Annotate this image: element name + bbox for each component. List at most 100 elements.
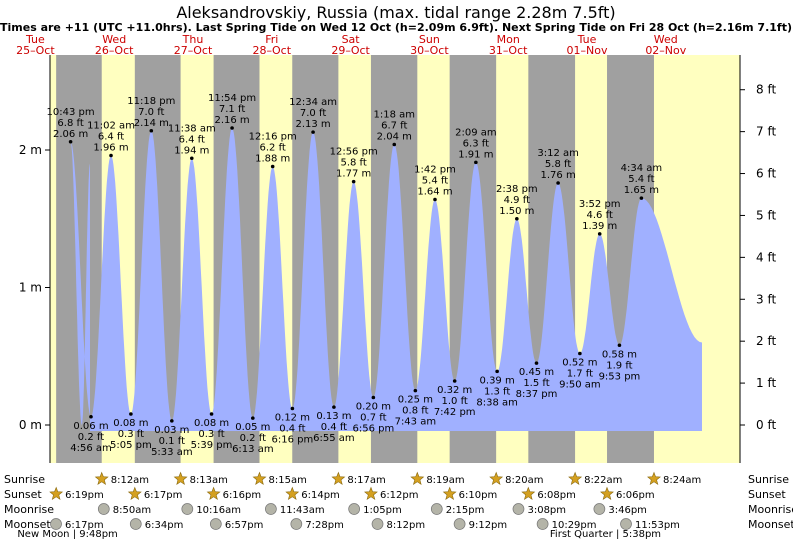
- tide-height-ft: 6.3 ft: [463, 138, 489, 149]
- y-right-tick-label: 7 ft: [756, 125, 776, 139]
- sun-icon: [94, 471, 109, 485]
- sun-icon: [600, 486, 614, 500]
- row-label-right: Moonset: [748, 518, 793, 531]
- tide-point: [515, 216, 519, 221]
- tide-height-ft: 0.4 ft: [279, 424, 305, 435]
- low-tide-mark: 0.06 m0.2 ft4:56 am: [70, 414, 112, 454]
- low-tide-mark: 0.08 m0.3 ft5:39 pm: [191, 412, 233, 451]
- tide-height-ft: 0.1 ft: [159, 436, 185, 447]
- tide-time: 10:43 pm: [47, 107, 95, 118]
- tide-height-m: 0.08 m: [113, 418, 148, 429]
- moonrise-time: 2:15pm: [446, 505, 485, 516]
- sunset-event: 6:14pm: [285, 486, 340, 501]
- tide-point: [433, 197, 437, 202]
- tide-time: 12:16 pm: [249, 132, 297, 143]
- tide-height-m: 2.16 m: [214, 115, 249, 126]
- day-of-week-label: Wed: [654, 33, 678, 46]
- row-label-right: Moonrise: [748, 503, 793, 516]
- tide-time: 3:12 am: [537, 148, 579, 159]
- tide-time: 8:38 am: [476, 397, 518, 408]
- sunrise-time: 8:19am: [426, 475, 464, 486]
- tide-height-ft: 6.4 ft: [179, 134, 205, 145]
- low-tide-mark: 0.39 m1.3 ft8:38 am: [476, 369, 518, 408]
- sun-icon: [442, 486, 457, 500]
- tide-point: [413, 388, 418, 393]
- sunrise-time: 8:20am: [505, 475, 543, 486]
- tide-height-ft: 1.3 ft: [484, 386, 510, 397]
- tide-height-ft: 4.9 ft: [504, 195, 530, 206]
- tide-point: [251, 416, 255, 420]
- tide-height-ft: 6.8 ft: [57, 118, 83, 129]
- y-right-tick-label: 8 ft: [756, 83, 776, 97]
- sun-moon-table: Sunrise Sunrise Sunset Sunset Moonrise Moonri…: [4, 471, 793, 539]
- low-tide-mark: 0.58 m1.9 ft9:53 pm: [599, 343, 641, 382]
- tide-time: 1:18 am: [374, 110, 416, 121]
- tide-height-ft: 4.6 ft: [587, 210, 613, 221]
- day-of-week-label: Wed: [102, 33, 126, 46]
- sun-icon: [252, 471, 267, 485]
- tide-point: [332, 405, 336, 409]
- tide-point: [209, 412, 214, 416]
- tide-height-m: 0.45 m: [519, 367, 554, 378]
- tide-height-ft: 0.8 ft: [402, 406, 428, 417]
- y-right-tick-label: 3 ft: [756, 292, 776, 306]
- low-tide-mark: 0.32 m1.0 ft7:42 pm: [434, 379, 476, 418]
- tide-height-ft: 1.0 ft: [442, 396, 468, 407]
- sun-icon: [489, 471, 504, 485]
- low-tide-mark: 0.25 m0.8 ft7:43 am: [395, 388, 436, 428]
- high-tide-mark: 11:18 pm7.0 ft2.14 m: [127, 96, 175, 133]
- tide-time: 11:54 pm: [208, 93, 256, 104]
- sunset-time: 6:08pm: [537, 490, 576, 501]
- tide-height-m: 1.50 m: [499, 206, 534, 217]
- tide-point: [617, 343, 622, 348]
- tide-time: 11:02 am: [87, 121, 135, 132]
- day-of-week-label: Sun: [419, 33, 440, 46]
- tide-height-m: 0.52 m: [562, 358, 597, 369]
- sun-icon: [521, 486, 536, 500]
- day-of-week-label: Thu: [182, 33, 204, 46]
- tide-time: 5:39 pm: [191, 440, 233, 451]
- tide-height-m: 0.06 m: [73, 421, 108, 432]
- moon-phase-label: First Quarter | 5:38pm: [550, 529, 661, 539]
- tide-height-m: 1.94 m: [174, 145, 209, 156]
- moon-icon: [265, 503, 277, 515]
- sunrise-time: 8:17am: [347, 475, 385, 486]
- tide-height-m: 0.13 m: [316, 411, 351, 422]
- moonset-time: 6:57pm: [225, 520, 264, 531]
- tide-time: 2:38 pm: [496, 184, 538, 195]
- high-tide-mark: 1:18 am6.7 ft2.04 m: [374, 110, 416, 147]
- tide-time: 9:53 pm: [599, 371, 641, 382]
- sunset-time: 6:17pm: [144, 490, 183, 501]
- tide-height-m: 1.76 m: [541, 170, 576, 181]
- moon-icon: [593, 503, 606, 515]
- sunrise-time: 8:22am: [584, 475, 622, 486]
- sunrise-event: 8:12am: [94, 471, 149, 486]
- sun-icon: [410, 471, 425, 485]
- tide-height-ft: 5.8 ft: [340, 158, 366, 169]
- tide-height-ft: 0.2 ft: [78, 432, 104, 443]
- tide-height-ft: 7.0 ft: [138, 107, 164, 118]
- low-tide-mark: 0.08 m0.3 ft5:05 pm: [110, 412, 152, 451]
- sun-icon: [49, 486, 64, 500]
- tide-time: 12:34 am: [289, 97, 337, 108]
- tide-point: [109, 153, 113, 158]
- sunset-event: 6:16pm: [206, 486, 261, 501]
- sun-icon: [285, 486, 300, 500]
- high-tide-mark: 11:02 am6.4 ft1.96 m: [87, 121, 135, 158]
- tide-height-ft: 6.7 ft: [381, 121, 407, 132]
- tide-time: 6:56 pm: [352, 424, 394, 435]
- low-tide-mark: 0.45 m1.5 ft8:37 pm: [516, 361, 557, 400]
- moonset-event: 11:53pm: [620, 518, 680, 531]
- sunrise-event: 8:20am: [489, 471, 543, 486]
- tide-point: [392, 142, 397, 147]
- low-tide-mark: 0.12 m0.4 ft6:16 pm: [272, 406, 313, 446]
- date-label: 30–Oct: [410, 44, 449, 57]
- sunrise-event: 8:17am: [331, 471, 386, 486]
- high-tide-mark: 4:34 am5.4 ft1.65 m: [621, 163, 662, 200]
- sunset-event: 6:06pm: [600, 486, 655, 501]
- moonset-event: 6:17pm: [50, 518, 104, 531]
- sunrise-event: 8:22am: [568, 471, 622, 486]
- tide-height-m: 2.14 m: [134, 118, 169, 129]
- moonrise-event: 1:05pm: [348, 503, 402, 516]
- date-label: 25–Oct: [16, 44, 55, 57]
